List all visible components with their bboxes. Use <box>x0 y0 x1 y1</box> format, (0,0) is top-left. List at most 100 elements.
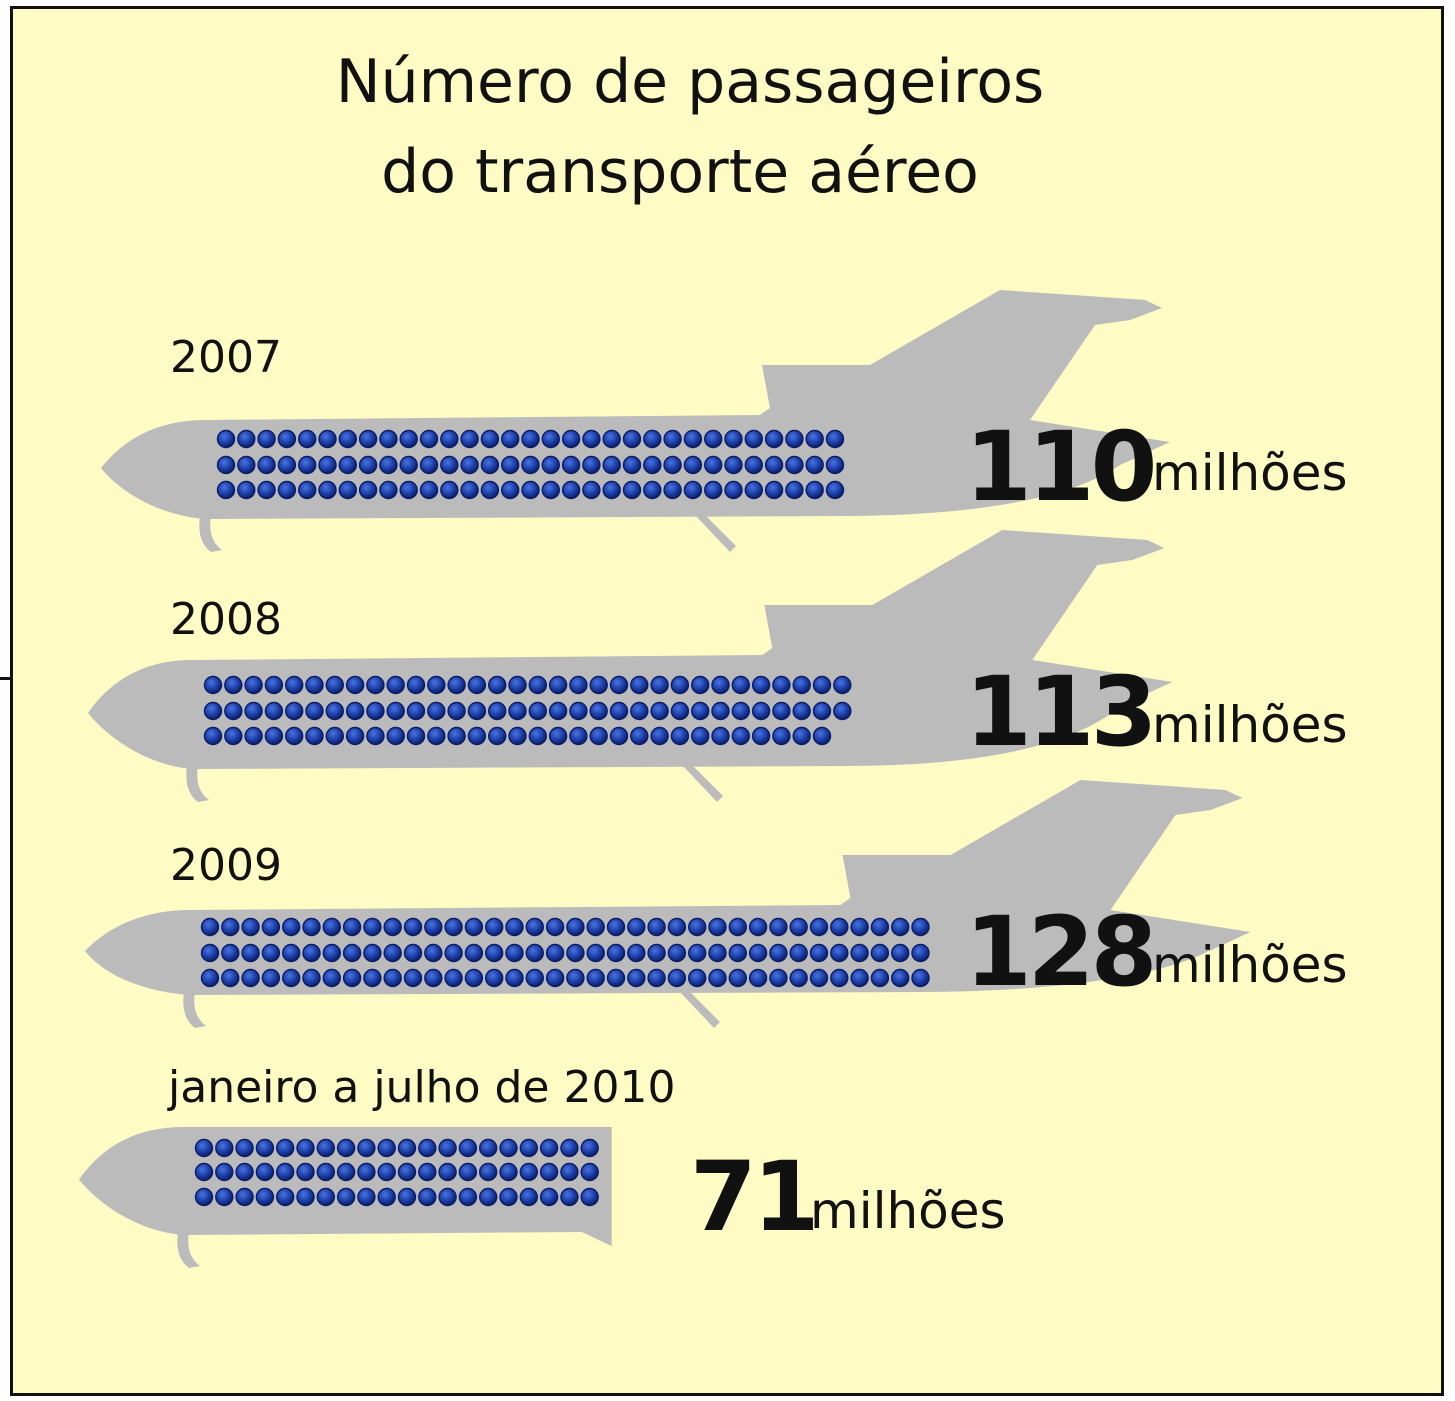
seat-mark <box>519 1162 538 1182</box>
seat-mark <box>282 968 301 988</box>
seat-mark <box>357 1162 376 1182</box>
seat-mark <box>561 480 581 500</box>
chart-title-line-2: do transporte aéreo <box>381 137 979 207</box>
seat-mark <box>711 701 730 721</box>
value-label: 113 <box>965 656 1153 768</box>
seat-mark <box>224 726 243 746</box>
seat-mark <box>318 429 337 449</box>
seat-mark <box>711 675 730 695</box>
seat-mark <box>216 480 236 500</box>
seat-mark <box>336 1162 356 1182</box>
seat-mark <box>298 480 317 500</box>
seat-mark <box>731 675 750 695</box>
seat-mark <box>602 455 621 475</box>
seat-mark <box>650 675 669 695</box>
seat-mark <box>560 1162 579 1182</box>
seat-mark <box>264 701 284 721</box>
seat-mark <box>418 1138 437 1158</box>
seat-mark <box>358 455 378 475</box>
seat-mark <box>298 429 317 449</box>
seat-mark <box>285 701 304 721</box>
seat-mark <box>499 1162 518 1182</box>
seat-mark <box>447 726 466 746</box>
seat-mark <box>336 1138 356 1158</box>
seat-mark <box>322 943 341 963</box>
seat-mark <box>667 943 687 963</box>
seat-mark <box>302 968 321 988</box>
seat-mark <box>891 968 910 988</box>
seat-mark <box>200 943 220 963</box>
seat-mark <box>305 701 324 721</box>
seat-mark <box>261 943 281 963</box>
seat-mark <box>363 943 382 963</box>
seat-mark <box>711 726 730 746</box>
seat-mark <box>342 917 362 937</box>
seat-mark <box>769 968 788 988</box>
seat-mark <box>850 917 869 937</box>
seat-mark <box>833 675 852 695</box>
seat-mark <box>748 917 768 937</box>
seat-mark <box>241 968 260 988</box>
seat-mark <box>764 455 784 475</box>
seat-mark <box>464 943 484 963</box>
seat-mark <box>383 917 402 937</box>
seat-mark <box>221 968 240 988</box>
seat-mark <box>691 701 710 721</box>
seat-mark <box>751 701 771 721</box>
seat-mark <box>363 968 382 988</box>
seat-mark <box>728 917 747 937</box>
seat-mark <box>528 726 547 746</box>
seat-mark <box>357 1138 376 1158</box>
seat-mark <box>539 1187 559 1207</box>
seat-mark <box>569 675 588 695</box>
seat-mark <box>224 701 243 721</box>
seat-mark <box>647 943 666 963</box>
seat-mark <box>830 968 849 988</box>
seat-mark <box>282 943 301 963</box>
seat-mark <box>830 943 849 963</box>
seat-mark <box>772 726 791 746</box>
seat-mark <box>215 1187 234 1207</box>
seat-mark <box>237 455 256 475</box>
seat-mark <box>444 917 463 937</box>
seat-mark <box>580 1187 599 1207</box>
seat-mark <box>424 968 443 988</box>
seat-mark <box>748 968 768 988</box>
seat-mark <box>325 726 344 746</box>
rear-gear <box>680 992 720 1028</box>
seat-mark <box>560 1138 579 1158</box>
seat-mark <box>298 455 317 475</box>
seat-mark <box>630 701 649 721</box>
seat-mark <box>539 1138 559 1158</box>
seat-mark <box>667 968 687 988</box>
seat-mark <box>602 429 621 449</box>
seat-mark <box>541 455 560 475</box>
seat-mark <box>467 675 487 695</box>
seat-mark <box>772 675 791 695</box>
seat-mark <box>586 917 605 937</box>
seat-mark <box>276 1162 295 1182</box>
seat-mark <box>805 455 824 475</box>
seat-mark <box>647 917 666 937</box>
seat-mark <box>302 943 321 963</box>
seat-mark <box>200 917 220 937</box>
seat-mark <box>548 675 568 695</box>
seat-mark <box>812 701 832 721</box>
seat-mark <box>338 429 357 449</box>
seat-mark <box>318 455 337 475</box>
seat-mark <box>501 480 520 500</box>
seat-mark <box>560 1187 579 1207</box>
seat-mark <box>911 943 930 963</box>
seat-mark <box>825 480 845 500</box>
seat-mark <box>318 480 337 500</box>
seat-mark <box>336 1187 356 1207</box>
unit-label: milhões <box>810 1182 1006 1240</box>
seat-mark <box>525 968 544 988</box>
seat-mark <box>305 675 324 695</box>
seat-mark <box>216 455 236 475</box>
edge-tick <box>0 677 10 680</box>
seat-mark <box>302 917 321 937</box>
seat-mark <box>488 675 507 695</box>
seat-mark <box>911 968 930 988</box>
